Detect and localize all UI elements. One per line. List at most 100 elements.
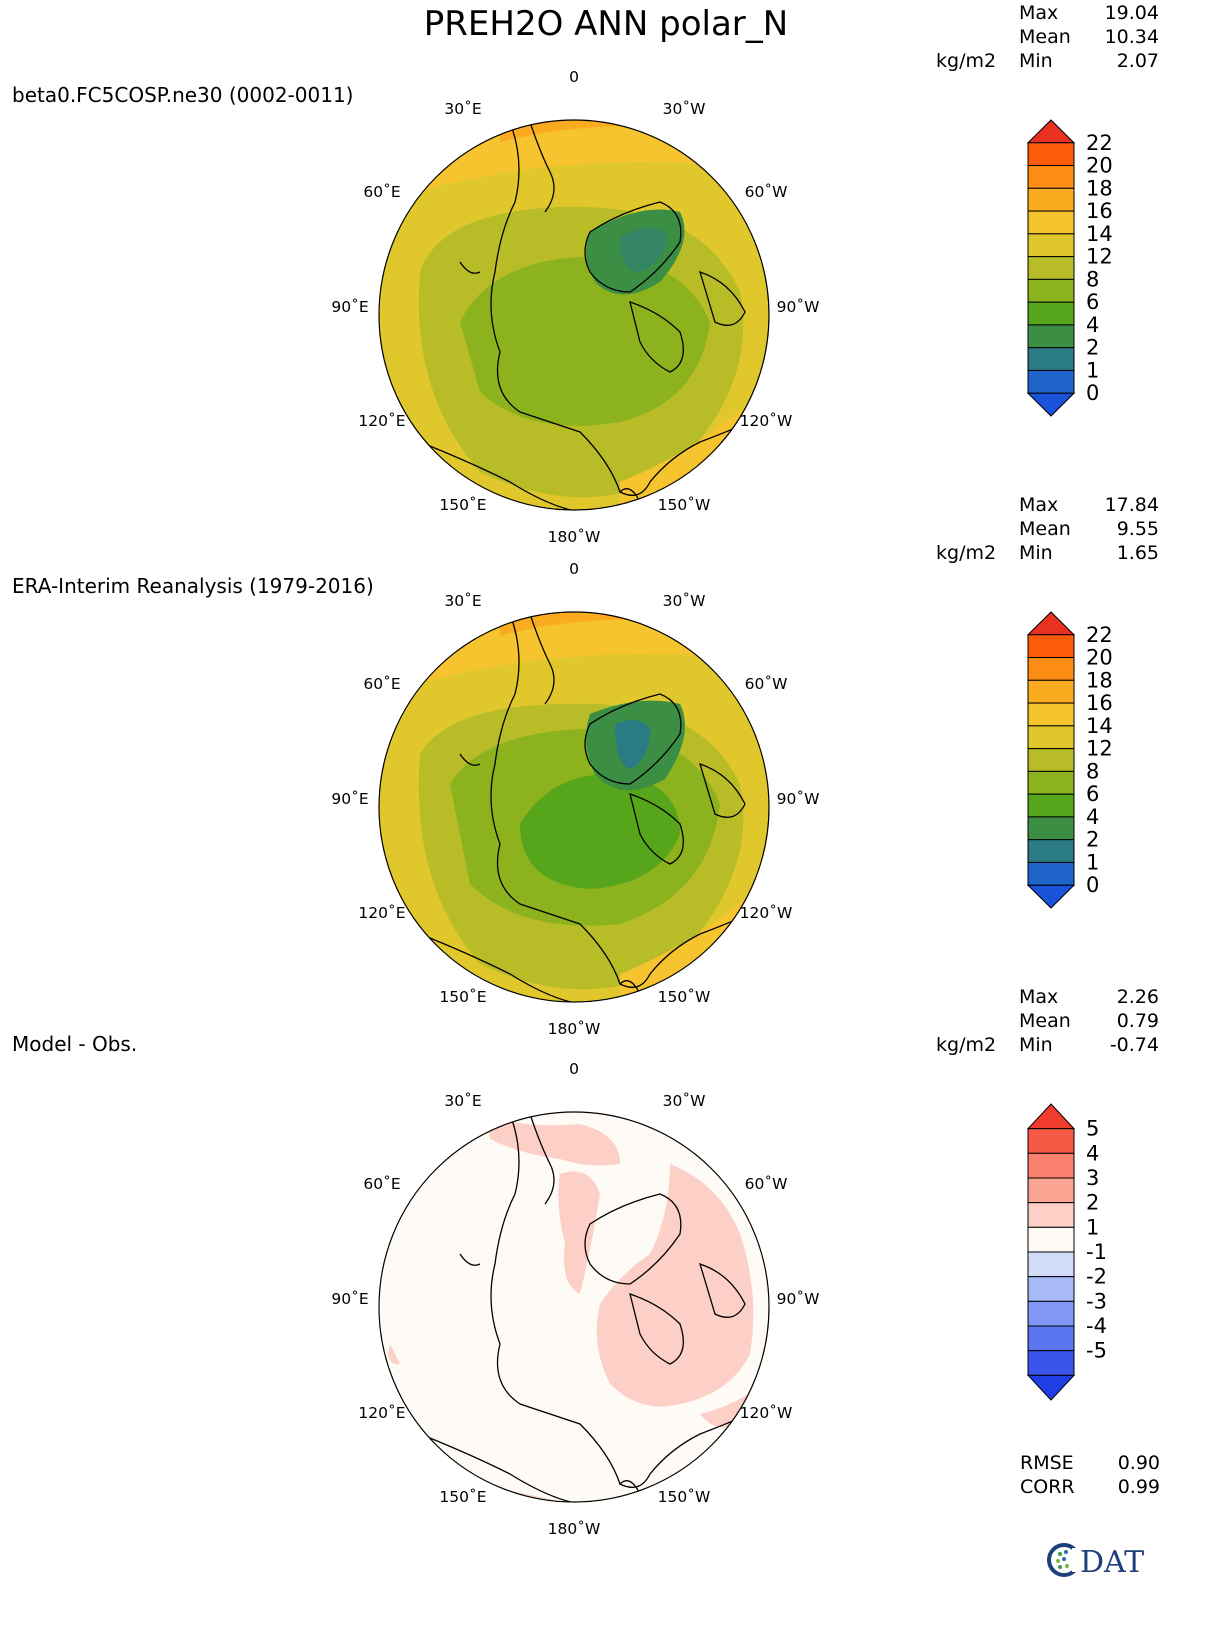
lon-label-30w: 30˚W: [663, 100, 706, 118]
min-label: Min: [1019, 50, 1053, 72]
colorbar-tick-label: 8: [1086, 759, 1099, 783]
mean-value: 9.55: [1116, 518, 1159, 540]
colorbar-swatch: [1026, 392, 1076, 417]
colorbar-swatch: [1027, 369, 1075, 394]
lon-label-30w: 30˚W: [663, 592, 706, 610]
lon-label-150w: 150˚W: [658, 496, 711, 514]
mean-value: 10.34: [1104, 26, 1159, 48]
rmse-label: RMSE: [1020, 1452, 1074, 1474]
figure-title: PREH2O ANN polar_N: [423, 4, 789, 44]
polar-map: 0 30˚E 30˚W 60˚E 60˚W 90˚E 90˚W 120˚E 12…: [331, 68, 819, 546]
max-value: 17.84: [1104, 494, 1159, 516]
panel-difference: Model - Obs. Max 2.26 Mean 0.79 kg/m2 Mi…: [0, 984, 1212, 1584]
colorbar-tick-label: 12: [1086, 245, 1113, 269]
lon-label-180w: 180˚W: [548, 1520, 601, 1538]
colorbar-tick-label: 20: [1086, 154, 1113, 178]
colorbar-tick-label: -4: [1086, 1314, 1107, 1338]
lon-label-150e: 150˚E: [439, 1488, 486, 1506]
stats-block: Max 19.04 Mean 10.34 kg/m2 Min 2.07: [936, 2, 1211, 82]
colorbar-tick-label: 14: [1086, 222, 1113, 246]
colorbar-swatch: [1027, 839, 1075, 863]
panel-model: beta0.FC5COSP.ne30 (0002-0011) Max 19.04…: [0, 0, 1212, 546]
lon-label-150e: 150˚E: [439, 988, 486, 1006]
colorbar-swatch: [1027, 1350, 1075, 1376]
colorbar-tick-label: 5: [1086, 1117, 1099, 1141]
corr-value: 0.99: [1117, 1476, 1160, 1498]
coastlines: [419, 1113, 769, 1502]
stats-block: Max 17.84 Mean 9.55 kg/m2 Min 1.65: [936, 494, 1211, 574]
max-label: Max: [1019, 494, 1059, 516]
polar-map: 0 30˚E 30˚W 60˚E 60˚W 90˚E 90˚W 120˚E 12…: [331, 560, 820, 1038]
colorbar-tick-label: 22: [1086, 623, 1113, 647]
colorbar-swatch: [1027, 725, 1075, 750]
colorbar-tick-label: 4: [1086, 805, 1099, 829]
lon-label-120e: 120˚E: [358, 904, 405, 922]
min-value: -0.74: [1109, 1034, 1159, 1056]
colorbar-swatch: [1027, 634, 1075, 659]
map-boundary: [378, 119, 770, 511]
colorbar-tick-label: 3: [1086, 1166, 1099, 1190]
lon-label-120w: 120˚W: [740, 1404, 793, 1422]
colorbar-swatch: [1027, 210, 1075, 235]
colorbar-tick-label: 1: [1086, 1215, 1099, 1239]
colorbar-swatch: [1027, 324, 1075, 349]
colorbar-tick-label: 16: [1086, 199, 1113, 223]
colorbar-tick-label: 4: [1086, 1141, 1099, 1165]
colorbar-swatch: [1027, 816, 1075, 841]
colorbar-swatch: [1027, 1202, 1075, 1228]
colorbar-tick-label: 1: [1086, 358, 1099, 382]
colorbar-swatch: [1027, 1300, 1075, 1327]
colorbar-tick-label: 14: [1086, 714, 1113, 738]
colorbar-tick-label: 2: [1086, 1191, 1099, 1215]
lon-label-180w: 180˚W: [548, 1020, 601, 1038]
colorbar-tick-label: 8: [1086, 267, 1099, 291]
colorbar-tick-label: 18: [1086, 176, 1113, 200]
colorbar-swatch: [1027, 1152, 1075, 1179]
colorbar-tick-label: -5: [1086, 1339, 1107, 1363]
colorbar-tick-label: 6: [1086, 782, 1099, 806]
colorbar-swatch: [1027, 165, 1075, 189]
lon-label-60e: 60˚E: [363, 675, 400, 693]
colorbar-swatch: [1026, 1374, 1076, 1401]
colorbar-tick-label: 4: [1086, 313, 1099, 337]
lon-label-150w: 150˚W: [658, 1488, 711, 1506]
colorbar-swatch: [1026, 884, 1076, 909]
colorbar-swatch: [1027, 1276, 1075, 1302]
cdat-logo: DAT: [1047, 1543, 1144, 1580]
colorbar-swatch: [1026, 119, 1076, 144]
panel-title: Model - Obs.: [12, 1032, 138, 1056]
colorbar-tick-label: 1: [1086, 850, 1099, 874]
lon-label-120w: 120˚W: [740, 904, 793, 922]
colorbar-tick-label: 16: [1086, 691, 1113, 715]
colorbar-tick-label: -3: [1086, 1289, 1107, 1313]
lon-label-0: 0: [569, 1060, 579, 1078]
colorbar-swatch: [1026, 1103, 1076, 1130]
colorbar-tick-label: 20: [1086, 646, 1113, 670]
colorbar-swatch: [1027, 679, 1075, 704]
lon-label-60e: 60˚E: [363, 1175, 400, 1193]
units-label: kg/m2: [936, 50, 997, 72]
colorbar-swatch: [1027, 1177, 1075, 1204]
corr-label: CORR: [1020, 1476, 1075, 1498]
colorbar-swatch: [1027, 1128, 1075, 1154]
lon-label-60w: 60˚W: [745, 675, 788, 693]
lon-label-30e: 30˚E: [444, 592, 481, 610]
units-label: kg/m2: [936, 542, 997, 564]
panel-title: ERA-Interim Reanalysis (1979-2016): [12, 574, 374, 598]
colorbar-swatch: [1027, 1325, 1075, 1352]
lon-label-90e: 90˚E: [331, 1290, 368, 1308]
field-shading: [379, 1112, 769, 1502]
max-value: 2.26: [1116, 986, 1159, 1008]
lon-label-120e: 120˚E: [358, 1404, 405, 1422]
stats-block: Max 2.26 Mean 0.79 kg/m2 Min -0.74: [936, 986, 1211, 1066]
lon-label-90w: 90˚W: [777, 790, 820, 808]
panel-title: beta0.FC5COSP.ne30 (0002-0011): [12, 83, 354, 107]
colorbar-swatch: [1027, 233, 1075, 258]
colorbar-tick-label: 2: [1086, 336, 1099, 360]
lon-label-90e: 90˚E: [331, 790, 368, 808]
max-label: Max: [1019, 2, 1059, 24]
colorbar-swatch: [1027, 657, 1075, 681]
colorbar-tick-label: 6: [1086, 290, 1099, 314]
lon-label-60w: 60˚W: [745, 1175, 788, 1193]
